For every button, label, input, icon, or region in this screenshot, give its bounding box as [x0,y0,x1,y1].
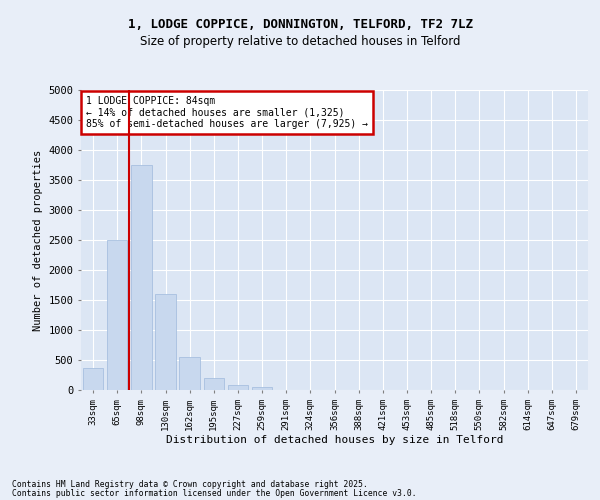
Bar [131,165,152,390]
Text: Contains public sector information licensed under the Open Government Licence v3: Contains public sector information licen… [12,488,416,498]
Bar [252,387,272,390]
Bar [179,357,200,390]
Text: Size of property relative to detached houses in Telford: Size of property relative to detached ho… [140,35,460,48]
Text: Contains HM Land Registry data © Crown copyright and database right 2025.: Contains HM Land Registry data © Crown c… [12,480,368,489]
Bar [155,294,176,390]
Bar [107,240,127,390]
Text: 1 LODGE COPPICE: 84sqm
← 14% of detached houses are smaller (1,325)
85% of semi-: 1 LODGE COPPICE: 84sqm ← 14% of detached… [86,96,368,129]
Bar [203,378,224,390]
Text: 1, LODGE COPPICE, DONNINGTON, TELFORD, TF2 7LZ: 1, LODGE COPPICE, DONNINGTON, TELFORD, T… [128,18,473,30]
Y-axis label: Number of detached properties: Number of detached properties [33,150,43,330]
X-axis label: Distribution of detached houses by size in Telford: Distribution of detached houses by size … [166,436,503,446]
Bar [83,368,103,390]
Bar [227,384,248,390]
